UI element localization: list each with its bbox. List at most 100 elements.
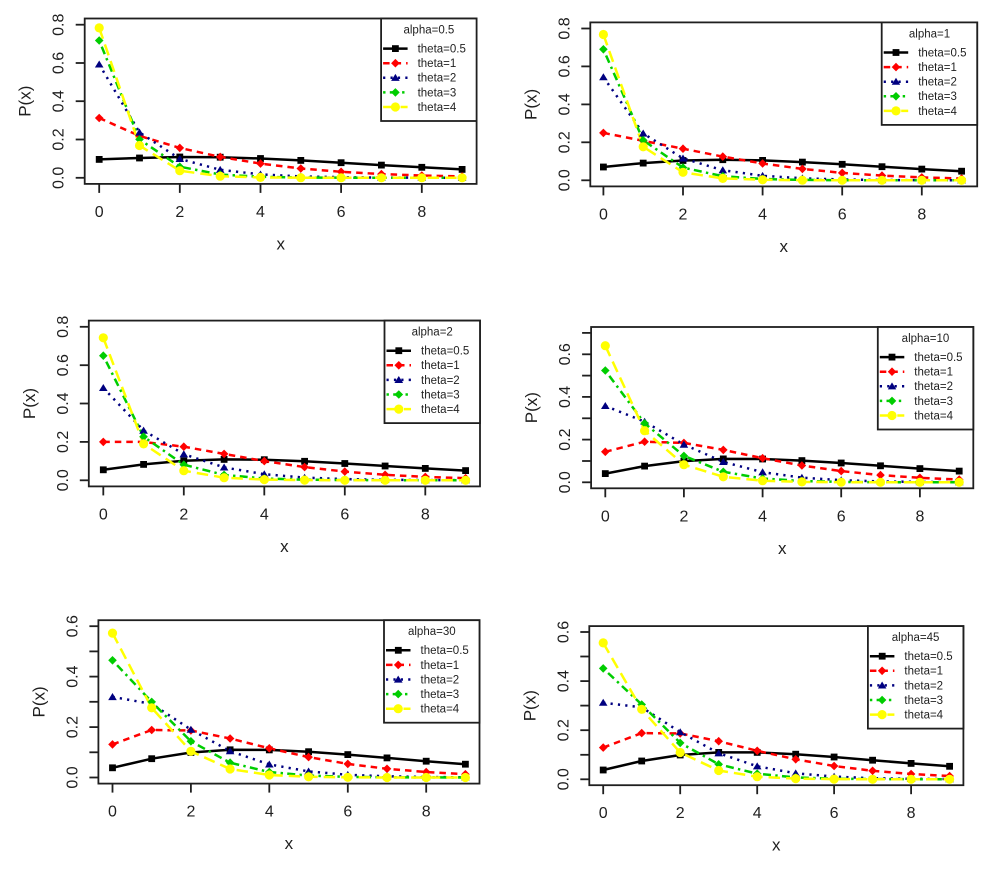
svg-text:0.0: 0.0 bbox=[55, 469, 72, 491]
svg-text:theta=2: theta=2 bbox=[918, 77, 957, 89]
svg-text:theta=2: theta=2 bbox=[421, 674, 460, 686]
svg-text:0.2: 0.2 bbox=[51, 128, 68, 150]
svg-text:2: 2 bbox=[679, 206, 688, 223]
svg-text:8: 8 bbox=[907, 805, 916, 822]
svg-text:theta=2: theta=2 bbox=[904, 680, 943, 692]
svg-text:4: 4 bbox=[260, 506, 269, 523]
svg-text:0.2: 0.2 bbox=[557, 428, 574, 450]
svg-text:0.0: 0.0 bbox=[64, 766, 81, 788]
svg-text:theta=3: theta=3 bbox=[421, 689, 460, 701]
svg-text:0: 0 bbox=[601, 508, 610, 525]
svg-text:0.2: 0.2 bbox=[55, 431, 72, 453]
svg-text:0: 0 bbox=[99, 506, 108, 523]
svg-text:theta=1: theta=1 bbox=[904, 666, 943, 678]
svg-text:alpha=2: alpha=2 bbox=[412, 327, 453, 339]
svg-text:theta=0.5: theta=0.5 bbox=[421, 645, 469, 657]
svg-text:theta=3: theta=3 bbox=[904, 695, 943, 707]
svg-text:alpha=0.5: alpha=0.5 bbox=[403, 25, 454, 37]
svg-text:4: 4 bbox=[265, 804, 274, 821]
svg-text:theta=1: theta=1 bbox=[421, 360, 460, 372]
svg-text:0.2: 0.2 bbox=[64, 716, 81, 738]
svg-text:6: 6 bbox=[837, 508, 846, 525]
svg-text:theta=3: theta=3 bbox=[418, 87, 457, 99]
svg-text:alpha=45: alpha=45 bbox=[892, 632, 940, 644]
svg-text:theta=3: theta=3 bbox=[918, 91, 957, 103]
svg-text:theta=4: theta=4 bbox=[421, 704, 460, 716]
svg-text:0.8: 0.8 bbox=[556, 17, 573, 39]
svg-text:4: 4 bbox=[256, 204, 265, 221]
svg-text:0.4: 0.4 bbox=[557, 386, 574, 408]
svg-text:theta=1: theta=1 bbox=[418, 58, 457, 70]
svg-text:0.4: 0.4 bbox=[555, 670, 572, 692]
svg-text:theta=2: theta=2 bbox=[418, 73, 457, 85]
svg-text:alpha=1: alpha=1 bbox=[909, 28, 950, 40]
svg-text:2: 2 bbox=[175, 204, 184, 221]
svg-text:2: 2 bbox=[179, 506, 188, 523]
svg-text:8: 8 bbox=[917, 206, 926, 223]
svg-text:theta=3: theta=3 bbox=[421, 389, 460, 401]
svg-text:x: x bbox=[285, 834, 294, 853]
svg-text:theta=4: theta=4 bbox=[918, 106, 957, 118]
svg-text:theta=4: theta=4 bbox=[418, 102, 457, 114]
svg-text:P(x): P(x) bbox=[521, 89, 540, 120]
svg-text:theta=0.5: theta=0.5 bbox=[904, 651, 952, 663]
svg-text:8: 8 bbox=[915, 508, 924, 525]
svg-text:x: x bbox=[772, 836, 781, 855]
svg-text:2: 2 bbox=[676, 805, 685, 822]
svg-text:theta=3: theta=3 bbox=[914, 396, 953, 408]
svg-text:0.6: 0.6 bbox=[64, 615, 81, 637]
svg-text:0.4: 0.4 bbox=[55, 392, 72, 414]
svg-text:6: 6 bbox=[340, 506, 349, 523]
svg-text:theta=0.5: theta=0.5 bbox=[418, 44, 466, 56]
svg-text:6: 6 bbox=[343, 804, 352, 821]
svg-text:x: x bbox=[780, 237, 789, 256]
svg-text:6: 6 bbox=[838, 206, 847, 223]
svg-text:theta=4: theta=4 bbox=[914, 410, 953, 422]
svg-text:0.0: 0.0 bbox=[557, 471, 574, 493]
svg-text:0: 0 bbox=[108, 804, 117, 821]
svg-text:theta=1: theta=1 bbox=[421, 660, 460, 672]
svg-text:0: 0 bbox=[599, 805, 608, 822]
svg-text:4: 4 bbox=[753, 805, 762, 822]
svg-text:theta=0.5: theta=0.5 bbox=[421, 346, 469, 358]
svg-text:2: 2 bbox=[679, 508, 688, 525]
svg-text:P(x): P(x) bbox=[520, 690, 539, 721]
svg-text:theta=0.5: theta=0.5 bbox=[918, 47, 966, 59]
svg-text:0.8: 0.8 bbox=[51, 13, 68, 35]
svg-text:0.4: 0.4 bbox=[64, 665, 81, 687]
svg-text:theta=2: theta=2 bbox=[421, 375, 460, 387]
svg-text:alpha=30: alpha=30 bbox=[408, 626, 456, 638]
svg-text:0.6: 0.6 bbox=[55, 354, 72, 376]
svg-text:theta=0.5: theta=0.5 bbox=[914, 352, 962, 364]
svg-text:x: x bbox=[280, 537, 289, 556]
svg-text:0.8: 0.8 bbox=[55, 316, 72, 338]
svg-text:P(x): P(x) bbox=[16, 86, 35, 117]
svg-text:theta=1: theta=1 bbox=[914, 367, 953, 379]
svg-text:0.0: 0.0 bbox=[555, 768, 572, 790]
svg-text:6: 6 bbox=[830, 805, 839, 822]
svg-text:P(x): P(x) bbox=[20, 388, 39, 419]
svg-text:x: x bbox=[276, 234, 285, 253]
svg-text:x: x bbox=[778, 539, 787, 558]
svg-text:0.2: 0.2 bbox=[555, 719, 572, 741]
svg-text:6: 6 bbox=[337, 204, 346, 221]
svg-text:0.2: 0.2 bbox=[556, 131, 573, 153]
svg-text:P(x): P(x) bbox=[522, 392, 541, 423]
svg-text:theta=4: theta=4 bbox=[904, 710, 943, 722]
svg-text:0.4: 0.4 bbox=[51, 90, 68, 112]
svg-text:theta=1: theta=1 bbox=[918, 62, 957, 74]
svg-text:8: 8 bbox=[422, 804, 431, 821]
svg-text:0.4: 0.4 bbox=[556, 93, 573, 115]
svg-text:0.6: 0.6 bbox=[556, 55, 573, 77]
svg-text:0: 0 bbox=[95, 204, 104, 221]
svg-text:4: 4 bbox=[758, 508, 767, 525]
svg-text:8: 8 bbox=[417, 204, 426, 221]
svg-text:2: 2 bbox=[186, 804, 195, 821]
svg-text:4: 4 bbox=[758, 206, 767, 223]
svg-text:alpha=10: alpha=10 bbox=[902, 333, 950, 345]
svg-text:0.0: 0.0 bbox=[51, 167, 68, 189]
svg-text:0.0: 0.0 bbox=[556, 169, 573, 191]
svg-text:theta=2: theta=2 bbox=[914, 381, 953, 393]
svg-text:0.6: 0.6 bbox=[555, 621, 572, 643]
svg-text:0: 0 bbox=[599, 206, 608, 223]
